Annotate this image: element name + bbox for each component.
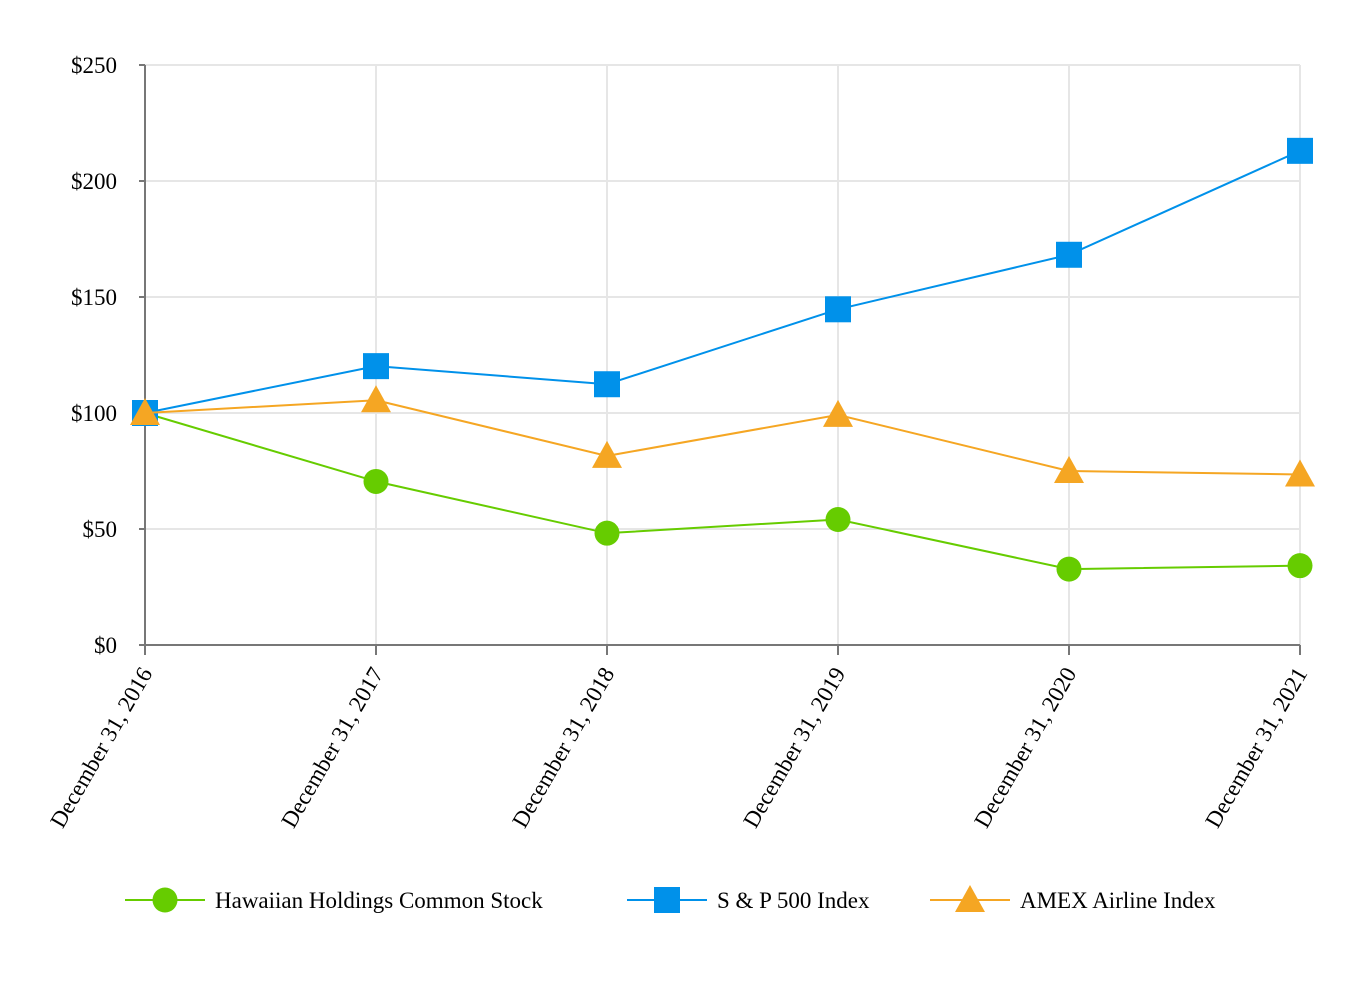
series-circle	[132, 400, 1313, 582]
series-line	[144, 149, 1301, 414]
x-tick-label: December 31, 2019	[738, 663, 850, 832]
data-point-square	[1287, 137, 1313, 164]
data-point-circle	[363, 468, 389, 494]
axes	[144, 65, 1300, 646]
legend-label: Hawaiian Holdings Common Stock	[215, 888, 543, 913]
series	[130, 137, 1315, 582]
series-line	[144, 412, 1301, 571]
gridlines	[145, 64, 1301, 645]
x-axis-ticks: December 31, 2016 December 31, 2017 Decemb…	[45, 645, 1312, 832]
y-tick-label: $150	[71, 285, 117, 310]
y-tick-label: $200	[71, 169, 117, 194]
x-tick-label: December 31, 2017	[276, 663, 388, 832]
data-point-triangle	[361, 385, 391, 413]
data-point-triangle	[592, 440, 622, 468]
legend: Hawaiian Holdings Common Stock S & P 500 …	[125, 885, 1216, 913]
data-point-circle	[825, 506, 851, 532]
legend-marker-triangle	[955, 885, 985, 912]
legend-label: AMEX Airline Index	[1020, 888, 1216, 913]
x-tick-label: December 31, 2021	[1200, 663, 1312, 832]
y-tick-label: $0	[94, 633, 117, 658]
y-axis-ticks: $0 $50 $100 $150 $200 $250	[71, 53, 145, 658]
series-triangle	[130, 385, 1315, 487]
data-point-circle	[1056, 556, 1082, 582]
x-tick-label: December 31, 2016	[45, 663, 157, 832]
legend-item: Hawaiian Holdings Common Stock	[125, 887, 543, 913]
data-point-triangle	[130, 398, 160, 425]
data-point-triangle	[823, 399, 853, 427]
series-square	[132, 137, 1313, 426]
series-line	[144, 399, 1301, 476]
data-point-triangle	[1285, 459, 1315, 487]
legend-item: AMEX Airline Index	[930, 885, 1216, 913]
data-point-square	[363, 353, 389, 380]
x-tick-label: December 31, 2020	[969, 663, 1081, 832]
y-tick-label: $100	[71, 401, 117, 426]
data-point-square	[594, 371, 620, 398]
x-tick-label: December 31, 2018	[507, 663, 619, 832]
legend-marker-circle	[152, 887, 178, 913]
y-tick-label: $50	[83, 517, 118, 542]
legend-label: S & P 500 Index	[717, 888, 870, 913]
data-point-triangle	[1054, 456, 1084, 483]
data-point-circle	[1287, 553, 1313, 579]
legend-item: S & P 500 Index	[627, 887, 870, 913]
data-point-circle	[594, 520, 620, 546]
legend-marker-square	[654, 887, 680, 913]
y-tick-label: $250	[71, 53, 117, 78]
data-point-square	[825, 296, 851, 323]
data-point-square	[1056, 241, 1082, 268]
